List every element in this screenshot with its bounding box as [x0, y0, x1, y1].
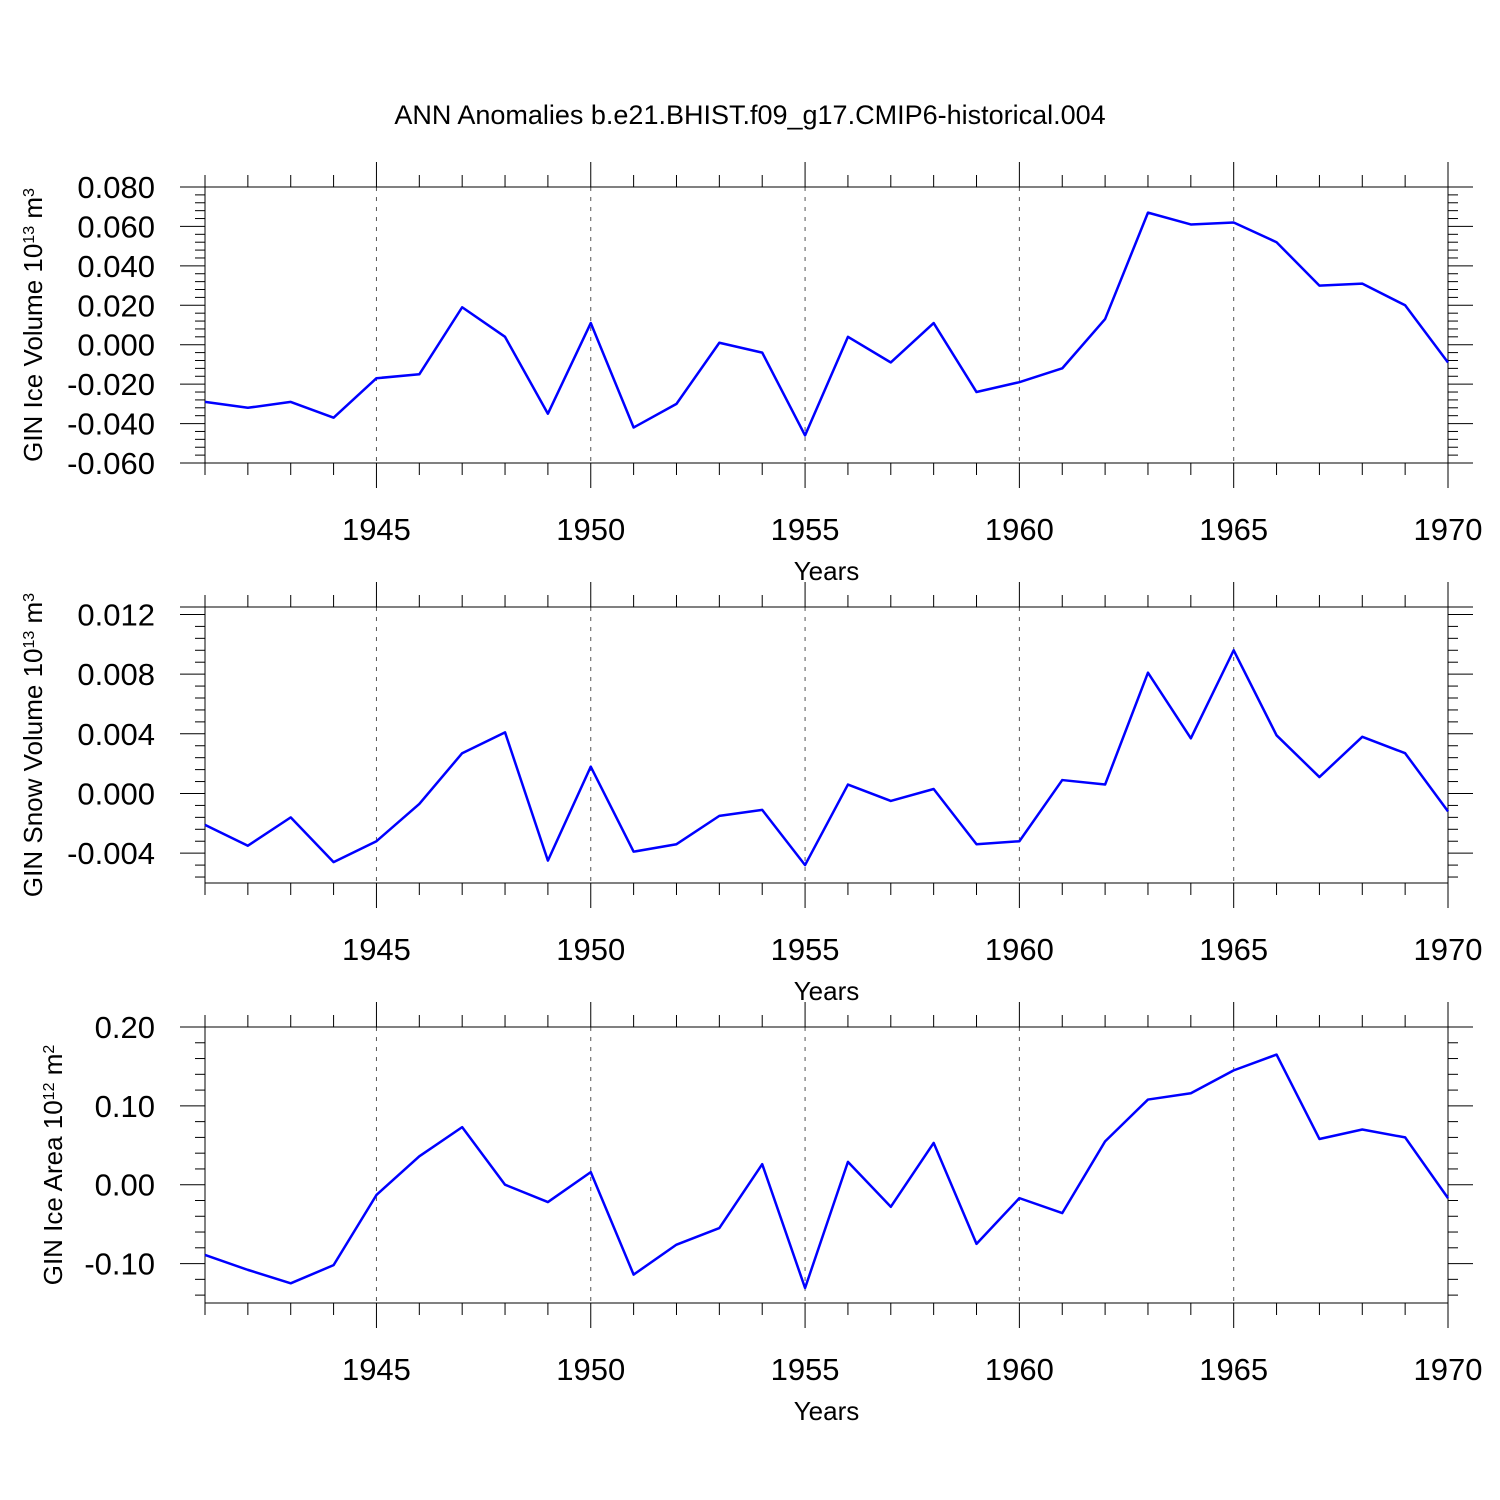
- panel-2: 1945 1950 1955 1960 1965 1970 -0.004 0.000 0.004…: [18, 582, 1482, 1006]
- y-axis-label-superscript: 3: [21, 188, 38, 197]
- y-axis-label-text: GIN Ice Volume 10: [18, 244, 48, 462]
- y-axis-label-superscript: 13: [21, 631, 38, 649]
- y-axis-label-superscript: 12: [41, 1082, 58, 1100]
- y-axis-label-text: GIN Ice Area 10: [38, 1100, 68, 1285]
- x-tick-label: 1945: [342, 932, 411, 967]
- y-axis-label-superscript: 2: [41, 1045, 58, 1054]
- x-tick-label: 1965: [1199, 1352, 1268, 1387]
- x-axis-label: Years: [794, 1396, 860, 1426]
- y-tick-label: -0.004: [67, 836, 155, 871]
- x-tick-label: 1965: [1199, 932, 1268, 967]
- y-tick-label: -0.10: [84, 1247, 155, 1282]
- panel-3: 1945 1950 1955 1960 1965 1970 -0.10 0.00 0.10 0.2…: [38, 1002, 1482, 1426]
- x-tick-label: 1965: [1199, 512, 1268, 547]
- x-tick-label: 1945: [342, 1352, 411, 1387]
- x-tick-label: 1955: [771, 932, 840, 967]
- x-tick-label: 1970: [1414, 512, 1483, 547]
- panel-1: 1945 1950 1955 1960 1965 1970 -0.060 -0.040 -0.0…: [18, 162, 1482, 586]
- x-tick-label: 1960: [985, 1352, 1054, 1387]
- y-tick-label: -0.040: [67, 407, 155, 442]
- y-axis-label-text: m: [18, 197, 48, 226]
- y-tick-label: 0.000: [77, 328, 155, 363]
- y-axis-label: GIN Ice Area 1012 m2: [38, 1045, 68, 1286]
- x-tick-label: 1950: [556, 512, 625, 547]
- x-axis-label: Years: [794, 976, 860, 1006]
- x-tick-label: 1950: [556, 1352, 625, 1387]
- y-tick-label: 0.10: [95, 1089, 155, 1124]
- y-tick-label: -0.020: [67, 367, 155, 402]
- chart-title: ANN Anomalies b.e21.BHIST.f09_g17.CMIP6-…: [394, 100, 1105, 130]
- series-line: [204, 1053, 1450, 1290]
- x-tick-label: 1970: [1414, 932, 1483, 967]
- y-tick-label: 0.080: [77, 170, 155, 205]
- x-tick-label: 1955: [771, 512, 840, 547]
- y-axis-label-superscript: 13: [21, 226, 38, 244]
- y-axis-label: GIN Ice Volume 1013 m3: [18, 188, 48, 462]
- y-axis-label: GIN Snow Volume 1013 m3: [18, 593, 48, 897]
- y-axis-label-text: GIN Snow Volume 10: [18, 649, 48, 898]
- y-tick-label: 0.012: [77, 597, 155, 632]
- panels: 1945 1950 1955 1960 1965 1970 -0.060 -0.040 -0.0…: [18, 162, 1482, 1426]
- y-axis-label-superscript: 3: [21, 593, 38, 602]
- x-tick-label: 1945: [342, 512, 411, 547]
- y-tick-label: 0.060: [77, 209, 155, 244]
- y-tick-label: 0.004: [77, 717, 155, 752]
- x-tick-label: 1970: [1414, 1352, 1483, 1387]
- y-tick-label: 0.000: [77, 776, 155, 811]
- series-line: [204, 211, 1450, 437]
- x-tick-label: 1960: [985, 512, 1054, 547]
- y-axis-label-text: m: [38, 1054, 68, 1083]
- y-tick-label: -0.060: [67, 446, 155, 481]
- y-tick-label: 0.20: [95, 1010, 155, 1045]
- series-line: [204, 649, 1450, 867]
- y-axis-label-text: m: [18, 602, 48, 631]
- y-tick-label: 0.040: [77, 249, 155, 284]
- y-tick-label: 0.008: [77, 657, 155, 692]
- x-tick-label: 1960: [985, 932, 1054, 967]
- x-tick-label: 1955: [771, 1352, 840, 1387]
- y-tick-label: 0.00: [95, 1168, 155, 1203]
- x-axis-label: Years: [794, 556, 860, 586]
- y-tick-label: 0.020: [77, 288, 155, 323]
- x-tick-label: 1950: [556, 932, 625, 967]
